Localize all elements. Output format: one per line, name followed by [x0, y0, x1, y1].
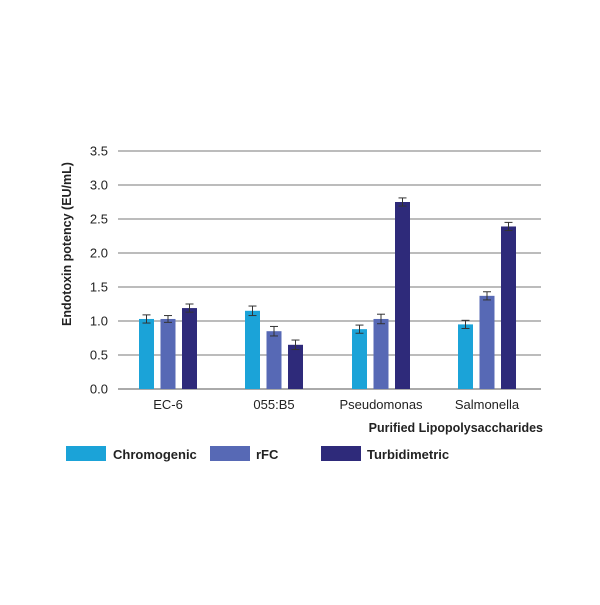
x-tick-label: EC-6 — [153, 397, 183, 412]
error-bar — [270, 325, 278, 337]
error-bar — [483, 291, 491, 301]
y-axis-title: Endotoxin potency (EU/mL) — [60, 162, 74, 326]
bar-rfc-1 — [266, 331, 282, 389]
bar-rfc-0 — [160, 318, 176, 389]
error-bar — [164, 315, 172, 323]
error-bar — [377, 313, 385, 325]
y-tick-label: 3.0 — [90, 178, 108, 193]
legend-label: rFC — [256, 447, 279, 462]
legend-item-chromogenic: Chromogenic — [66, 446, 197, 462]
legend-swatch — [321, 446, 361, 461]
bar-chromogenic-2 — [352, 329, 367, 389]
legend-label: Turbidimetric — [367, 447, 449, 462]
legend-item-rfc: rFC — [210, 446, 279, 462]
legend: Chromogenic rFC Turbidimetric — [66, 446, 449, 462]
bar-chromogenic-1 — [245, 310, 260, 389]
bar-chromogenic-3 — [458, 324, 473, 389]
x-tick-labels: EC-6 055:B5 Pseudomonas Salmonella — [153, 397, 520, 412]
y-tick-label: 0.0 — [90, 382, 108, 397]
bars — [139, 202, 516, 389]
y-tick-label: 1.0 — [90, 314, 108, 329]
bar-chromogenic-0 — [139, 318, 154, 389]
error-bar — [398, 197, 407, 207]
bar-turbidimetric-1 — [288, 344, 303, 389]
legend-swatch — [210, 446, 250, 461]
bar-turbidimetric-2 — [395, 202, 410, 389]
error-bar — [504, 221, 513, 232]
error-bar — [291, 339, 300, 351]
bar-turbidimetric-3 — [501, 226, 516, 389]
x-tick-label: Salmonella — [455, 397, 520, 412]
bar-rfc-3 — [479, 295, 495, 389]
error-bars — [142, 197, 513, 351]
y-tick-label: 2.5 — [90, 212, 108, 227]
gridlines — [118, 150, 541, 390]
error-bar — [461, 319, 470, 329]
x-tick-label: Pseudomonas — [339, 397, 423, 412]
bar-turbidimetric-0 — [182, 308, 197, 389]
legend-swatch — [66, 446, 106, 461]
error-bar — [248, 305, 257, 317]
y-tick-label: 3.5 — [90, 144, 108, 159]
bar-rfc-2 — [373, 318, 389, 389]
x-axis-title: Purified Lipopolysaccharides — [369, 421, 543, 435]
error-bar — [185, 303, 194, 313]
y-tick-label: 0.5 — [90, 348, 108, 363]
legend-label: Chromogenic — [113, 447, 197, 462]
y-tick-label: 1.5 — [90, 280, 108, 295]
error-bar — [142, 314, 151, 324]
x-tick-label: 055:B5 — [253, 397, 294, 412]
legend-item-turbidimetric: Turbidimetric — [321, 446, 449, 462]
y-tick-label: 2.0 — [90, 246, 108, 261]
y-tick-labels: 0.0 0.5 1.0 1.5 2.0 2.5 3.0 3.5 — [90, 144, 108, 397]
error-bar — [355, 324, 364, 334]
